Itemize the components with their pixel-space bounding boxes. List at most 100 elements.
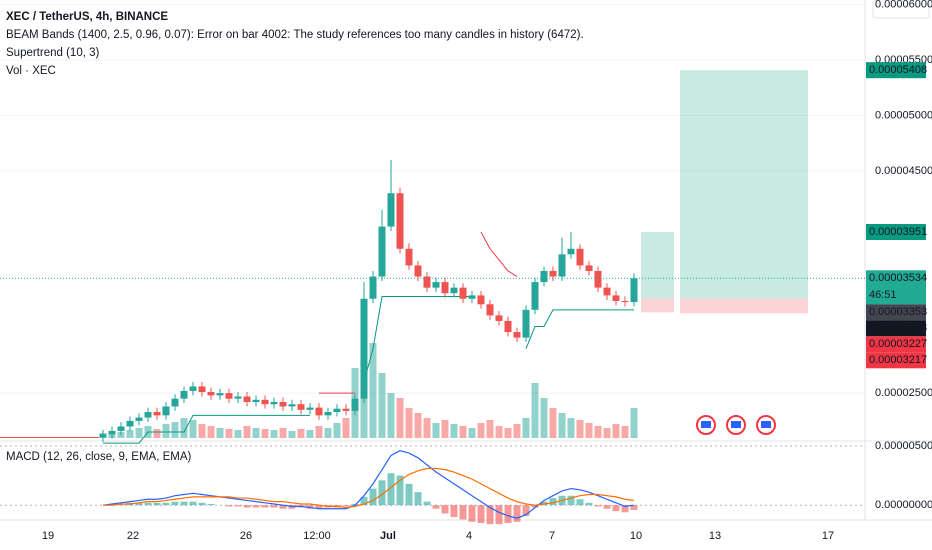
candle-body [522,309,530,338]
candle-body [630,278,638,303]
macd-histogram [468,505,476,522]
candle-body [432,282,440,288]
scale-button[interactable] [872,0,930,19]
volume-bar [225,429,233,438]
candle-body [279,402,287,407]
macd-histogram [153,502,161,506]
candle-body [423,276,431,288]
candle-body [162,406,170,416]
macd-histogram [207,504,215,506]
candle-body [153,412,161,416]
volume-bar [324,428,332,438]
volume-bar [306,430,314,438]
macd-histogram [450,505,458,518]
candle-body [405,248,413,266]
volume-bar [468,428,476,438]
price-label-box [866,62,926,79]
candle-body [360,298,368,399]
macd-histogram [594,505,602,507]
x-tick-label: 22 [127,530,139,542]
volume-bar [288,431,296,438]
candle-body [243,396,251,403]
macd-histogram [279,505,287,509]
candle-body [378,226,386,277]
volume-bar [486,420,494,438]
profit-zone [680,70,808,299]
candle-body [288,404,296,407]
volume-bar [477,423,485,438]
volume-bar [342,418,350,438]
x-tick-label: 13 [709,530,721,542]
candle-body [594,270,602,288]
candle-body [126,420,134,427]
candle-body [441,282,449,294]
price-label-box [866,270,926,305]
macd-histogram [261,505,269,508]
signal-line [103,467,635,509]
volume-bar [333,423,341,438]
volume-bar [360,378,368,438]
candle-body [144,412,152,418]
y-tick-label: 0.00005000 [875,109,932,121]
macd-histogram [162,502,170,506]
volume-bar [378,373,386,438]
macd-histogram [549,498,557,506]
macd-histogram [432,505,440,509]
volume-bar [621,426,629,438]
y-tick-label: 0.00000500 [875,440,932,452]
indicator-legend: Supertrend (10, 3) [6,47,100,59]
macd-histogram [135,502,143,506]
candle-body [297,404,305,410]
candle-body [180,390,188,399]
volume-bar [594,426,602,438]
volume-bar [126,430,134,438]
macd-histogram [360,496,368,506]
macd-histogram [378,480,386,506]
profit-zone [641,231,674,299]
macd-histogram [522,505,530,516]
candle-body [468,295,476,299]
candle-body [252,399,260,403]
candle-body [486,304,494,316]
candle-body [135,417,143,421]
macd-histogram [441,505,449,514]
x-tick-label: 4 [466,530,472,542]
candle-body [99,434,107,438]
price-label: 0.00003353 [869,306,927,318]
macd-histogram [486,505,494,525]
x-tick-label: 17 [822,530,834,542]
event-icons[interactable] [696,415,776,435]
candle-body [540,270,548,283]
x-tick-label: 26 [240,530,252,542]
candle-body [369,276,377,299]
x-tick-label: 10 [630,530,642,542]
macd-histogram [189,501,197,506]
candle-body [558,254,566,277]
volume-bar [423,418,431,438]
volume-bar [612,424,620,438]
volume-bar [441,420,449,438]
candle-body [189,386,197,391]
price-label: 0.00003217 [869,354,927,366]
x-tick-label: 12:00 [303,530,331,542]
macd-histogram [144,502,152,506]
candle-body [576,248,584,266]
volume-bar [576,420,584,438]
volume-bar [450,424,458,438]
macd-histogram [387,473,395,506]
macd-histogram [477,505,485,523]
price-label-box [866,352,926,369]
volume-bar [414,413,422,438]
candle-body [306,407,314,410]
volume-bar [243,426,251,438]
macd-histogram [342,505,350,507]
volume-bar [387,393,395,438]
macd-histogram [495,505,503,525]
candle-body [549,270,557,277]
candle-body [414,265,422,277]
volume-bar [171,422,179,438]
price-label: 0.00005408 [869,64,927,76]
volume-bar [270,430,278,438]
macd-histogram [396,475,404,506]
macd-histogram [225,505,233,507]
